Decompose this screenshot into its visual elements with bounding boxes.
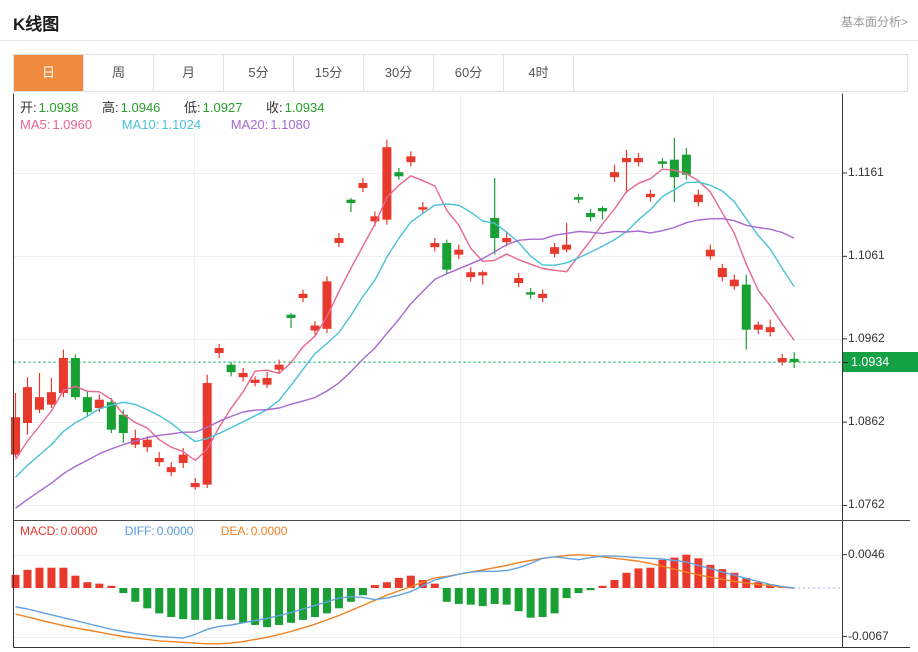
macd-histogram-layer	[11, 554, 787, 628]
ma-readout: MA5: 1.0960 MA10: 1.1024 MA20: 1.1080	[20, 117, 312, 132]
tab-day[interactable]: 日	[14, 55, 84, 91]
ma10-label: MA10:	[121, 117, 160, 132]
diff-label: DIFF:	[124, 524, 155, 538]
tab-60min[interactable]: 60分	[434, 55, 504, 91]
grid-layer	[13, 93, 843, 648]
ma20-value: 1.1080	[270, 117, 311, 132]
macd-readout: MACD: 0.0000 DIFF: 0.0000 DEA: 0.0000	[20, 524, 289, 538]
low-label: 低:	[184, 100, 201, 115]
candles-layer	[11, 138, 799, 490]
price-axis-label: 1.0862	[848, 414, 885, 429]
ma5-line	[14, 168, 795, 462]
dea-line	[15, 554, 795, 645]
chart-borders	[13, 93, 910, 648]
macd-axis-label: 0.0046	[848, 546, 885, 561]
ma5-label: MA5:	[20, 117, 51, 132]
tab-month[interactable]: 月	[154, 55, 224, 91]
tab-15min[interactable]: 15分	[294, 55, 364, 91]
ma10-value: 1.1024	[161, 117, 202, 132]
price-axis-label: 1.1161	[848, 165, 884, 179]
current-price-badge: 1.0934	[843, 352, 918, 373]
ma5-value: 1.0960	[52, 117, 93, 132]
page-title: K线图	[13, 15, 60, 34]
macd-label: MACD:	[20, 524, 59, 538]
fundamental-analysis-link[interactable]: 基本面分析>	[840, 15, 908, 29]
price-axis-label: 1.0962	[848, 330, 885, 345]
low-value: 1.0927	[202, 100, 243, 115]
diff-line	[15, 555, 795, 639]
open-value: 1.0938	[38, 100, 79, 115]
macd-axis-label: -0.0067	[848, 628, 889, 643]
open-label: 开:	[20, 100, 37, 115]
ma10-line	[15, 181, 795, 478]
dea-label: DEA:	[220, 524, 249, 538]
header-divider	[0, 40, 918, 41]
timeframe-tab-bar: 日周月 5分 15分 30分 60分 4时	[13, 54, 908, 92]
ma20-line	[15, 217, 795, 509]
close-value: 1.0934	[284, 100, 325, 115]
diff-value: 0.0000	[156, 524, 194, 538]
close-label: 收:	[266, 100, 283, 115]
tab-5min[interactable]: 5分	[224, 55, 294, 91]
tab-4hour[interactable]: 4时	[504, 55, 574, 91]
macd-value: 0.0000	[60, 524, 98, 538]
ohlc-readout: 开: 1.0938 高: 1.0946 低: 1.0927 收: 1.0934	[20, 97, 326, 116]
price-axis-label: 1.1061	[848, 248, 885, 263]
tab-week[interactable]: 周	[84, 55, 154, 91]
tab-30min[interactable]: 30分	[364, 55, 434, 91]
high-value: 1.0946	[120, 100, 161, 115]
price-axis-label: 1.0762	[848, 497, 885, 512]
high-label: 高:	[102, 100, 119, 115]
dea-value: 0.0000	[250, 524, 288, 538]
ma20-label: MA20:	[230, 117, 269, 132]
